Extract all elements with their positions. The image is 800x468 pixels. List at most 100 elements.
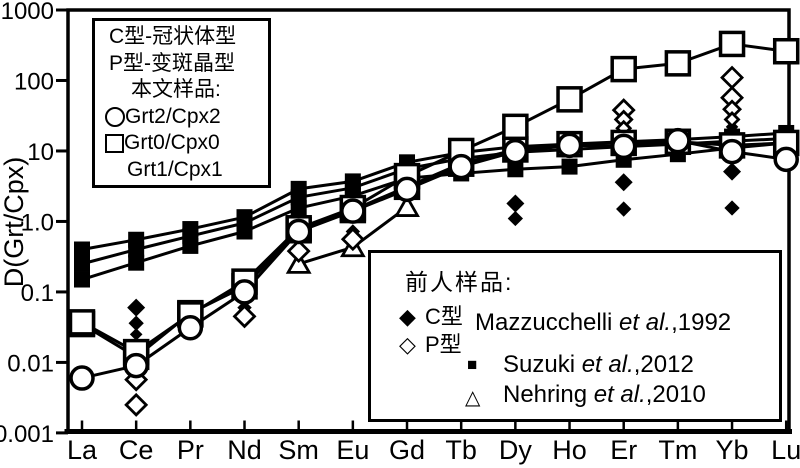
filled-square-marker: [74, 241, 90, 258]
filled-square-marker-icon: ■: [467, 355, 478, 374]
open-circle-marker: [610, 133, 637, 160]
x-tick-label: Sm: [278, 435, 319, 465]
filled-square-marker: [290, 200, 307, 217]
open-circle-marker: [340, 198, 366, 224]
open-square-marker-icon: [105, 133, 124, 153]
open-square-marker: [772, 37, 800, 65]
open-circle-marker: [502, 138, 529, 165]
x-tick-label: La: [67, 435, 98, 465]
legend-heading-this-study: 本文样品:: [131, 78, 221, 101]
filled-square-marker: [236, 223, 253, 240]
filled-diamond-marker: [129, 328, 143, 341]
open-diamond-marker: [340, 227, 365, 252]
open-diamond-marker: [723, 110, 741, 128]
y-tick-label: 1.0: [21, 209, 54, 236]
filled-diamond-marker: [723, 162, 742, 181]
source-year: ,2010: [645, 381, 706, 408]
open-circle-marker: [773, 146, 799, 173]
filled-square-marker: [74, 255, 90, 272]
filled-square-marker: [507, 161, 524, 178]
legend-note-p-type: P型-变斑晶型: [109, 51, 235, 75]
source-etal: et al.: [619, 309, 672, 336]
legend-source-mazzucchelli: Mazzucchelli et al.,1992: [475, 309, 731, 337]
legend-entry-label: Grt0/Cpx0: [124, 131, 220, 154]
legend-entry-mazzucchelli-c: ◆ C型: [399, 299, 463, 331]
x-tick-label: Lu: [771, 435, 800, 465]
open-diamond-marker: [286, 239, 311, 264]
x-tick-label: Dy: [499, 435, 532, 465]
legend-entry-label: C型: [425, 304, 463, 329]
filled-diamond-marker: [127, 298, 146, 317]
filled-square-marker: [182, 237, 199, 254]
y-tick-label: 0.001: [0, 421, 54, 448]
open-triangle-marker: [285, 251, 312, 274]
source-year: ,2012: [633, 351, 694, 378]
open-diamond-marker: [720, 65, 745, 90]
source-year: ,1992: [671, 309, 732, 336]
legend-source-suzuki: Suzuki et al.,2012: [503, 351, 694, 379]
open-circle-marker: [448, 153, 474, 180]
x-tick-label: Yb: [716, 435, 749, 465]
open-square-marker: [664, 50, 692, 77]
source-text: Nehring: [503, 381, 594, 408]
open-circle-marker: [719, 138, 745, 165]
open-circle-marker: [394, 176, 420, 203]
open-diamond-marker-icon: ◇: [399, 332, 416, 357]
x-tick-label: Pr: [177, 435, 204, 465]
filled-diamond-marker: [506, 194, 525, 213]
legend-entry-label: Grt1/Cpx1: [127, 157, 223, 181]
legend-entry-grt2-cpx2: Grt2/Cpx2: [105, 104, 268, 131]
filled-diamond-marker: [128, 315, 144, 331]
source-etal: et al.: [581, 351, 634, 378]
source-etal: et al.: [593, 381, 646, 408]
open-square-marker: [68, 309, 96, 336]
open-circle-marker: [177, 315, 204, 341]
filled-square-marker: [74, 271, 90, 288]
legend-previous-studies: 前人样品: ◆ C型 ◇ P型 Mazzucchelli et al.,1992 ■…: [368, 250, 782, 422]
legend-entry-label: P型: [425, 332, 462, 357]
legend-note-c-type: C型-冠状体型: [109, 25, 237, 48]
legend-entry-mazzucchelli-p: ◇ P型: [399, 327, 462, 359]
open-circle-marker: [285, 218, 312, 245]
filled-diamond-marker: [616, 201, 632, 217]
open-circle-marker: [556, 132, 583, 159]
open-circle-marker: [123, 352, 149, 379]
open-circle-marker-icon: [105, 106, 125, 127]
source-text: Suzuki: [503, 351, 582, 378]
open-square-marker: [502, 113, 529, 141]
open-square-marker: [610, 55, 637, 83]
legend-this-study: C型-冠状体型 P型-变斑晶型 本文样品: Grt2/Cpx2 Grt0/Cpx…: [92, 18, 271, 188]
open-square-marker: [556, 86, 583, 113]
y-tick-label: 1000: [1, 0, 54, 25]
y-tick-label: 0.1: [21, 280, 54, 307]
filled-square-marker: [561, 158, 578, 175]
y-axis-title: D(Grt/Cpx): [0, 157, 29, 288]
legend-entry-grt1-cpx1: Grt1/Cpx1: [105, 157, 268, 184]
legend-source-nehring: Nehring et al.,2010: [503, 381, 706, 409]
y-tick-label: 10: [27, 139, 54, 166]
open-triangle-marker-icon: △: [465, 387, 481, 409]
open-circle-marker: [231, 279, 258, 305]
open-square-marker: [718, 30, 746, 58]
y-tick-label: 100: [14, 68, 54, 95]
x-tick-label: Ho: [552, 435, 587, 465]
open-circle-marker: [69, 365, 95, 391]
legend-heading-previous: 前人样品:: [405, 269, 514, 295]
filled-diamond-marker: [724, 200, 740, 216]
legend-entry-label: Grt2/Cpx2: [125, 104, 221, 128]
filled-diamond-marker: [614, 173, 633, 192]
open-diamond-marker: [124, 392, 149, 417]
open-diamond-marker: [232, 304, 257, 329]
x-tick-label: Tm: [658, 435, 697, 465]
filled-diamond-marker: [507, 210, 524, 227]
x-tick-label: Er: [610, 435, 637, 465]
source-text: Mazzucchelli: [475, 309, 620, 336]
y-tick-label: 0.01: [7, 350, 54, 377]
legend-entry-grt0-cpx0: Grt0/Cpx0: [105, 130, 268, 157]
open-circle-marker: [665, 127, 691, 154]
open-triangle-marker: [394, 194, 420, 217]
x-tick-label: Ce: [119, 435, 154, 465]
filled-diamond-marker-icon: ◆: [399, 304, 416, 329]
